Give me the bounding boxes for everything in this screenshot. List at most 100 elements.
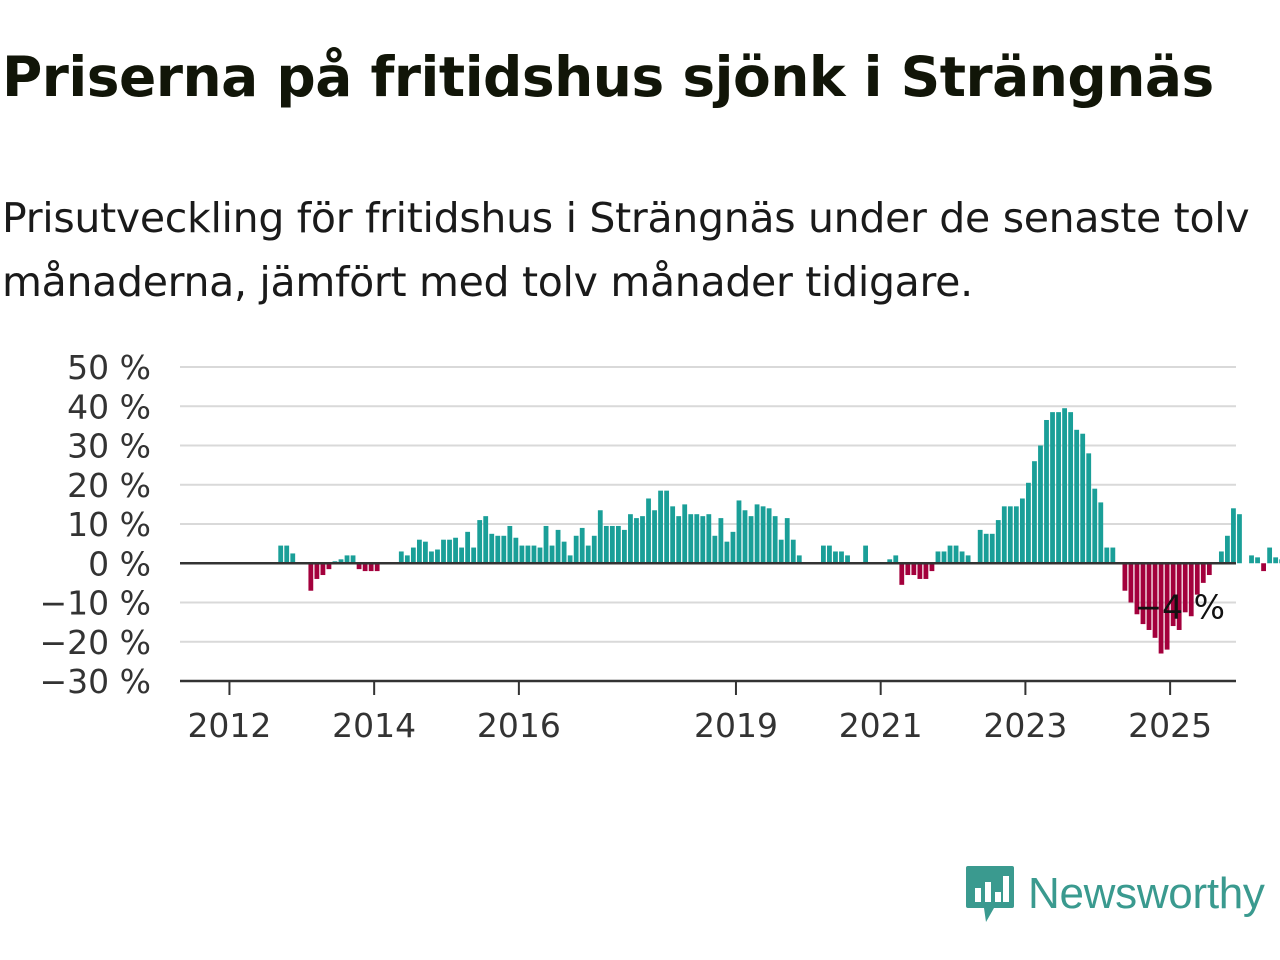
- bar: [965, 555, 971, 564]
- x-tick-label: 2019: [694, 706, 778, 745]
- bar: [471, 547, 477, 564]
- axes: [180, 562, 1236, 695]
- bar-chart: 50 %40 %30 %20 %10 %0 %−10 %−20 %−30 % 2…: [40, 348, 1280, 745]
- bar: [1080, 433, 1086, 564]
- bar: [893, 555, 899, 564]
- bar: [736, 500, 742, 564]
- bar: [760, 506, 766, 564]
- bar: [477, 520, 483, 564]
- bar: [1019, 498, 1025, 564]
- bar: [784, 518, 790, 564]
- bar: [495, 535, 501, 564]
- bar: [513, 537, 519, 564]
- bar: [664, 490, 670, 564]
- bar: [863, 545, 868, 564]
- bar: [1176, 563, 1182, 630]
- bar: [977, 529, 983, 564]
- bar: [959, 551, 965, 564]
- bar: [754, 504, 760, 564]
- bar: [597, 510, 603, 564]
- bar: [579, 527, 585, 564]
- bar: [1086, 453, 1092, 564]
- bar: [1261, 563, 1266, 572]
- bar: [742, 510, 748, 564]
- bar: [905, 563, 911, 576]
- bar: [410, 547, 416, 564]
- brand-name: Newsworthy: [1028, 869, 1265, 918]
- x-tick-label: 2025: [1128, 706, 1212, 745]
- bar: [989, 533, 995, 564]
- newsworthy-bar-chart-icon: [966, 866, 1014, 922]
- bar: [531, 545, 537, 564]
- bar: [983, 533, 989, 564]
- chart-title: Priserna på fritidshus sjönk i Strängnäs: [2, 45, 1214, 109]
- bar: [308, 563, 314, 591]
- bar: [398, 551, 404, 564]
- bar: [441, 539, 446, 564]
- bar: [525, 545, 531, 564]
- bar: [537, 547, 543, 564]
- bar: [1188, 563, 1194, 617]
- bar: [320, 563, 326, 576]
- bar: [615, 525, 621, 564]
- bar: [1218, 551, 1224, 564]
- y-tick-label: 0 %: [88, 544, 151, 583]
- bar: [628, 514, 633, 564]
- bar: [507, 525, 513, 564]
- bar: [1122, 563, 1128, 591]
- bar: [1092, 488, 1098, 564]
- bar: [585, 545, 591, 564]
- bar: [1140, 563, 1146, 625]
- bar: [1128, 563, 1134, 603]
- y-tick-label: −20 %: [40, 623, 152, 662]
- bar: [748, 516, 754, 564]
- bar: [634, 518, 639, 564]
- bar: [1098, 502, 1104, 564]
- bar: [344, 555, 350, 564]
- bar: [899, 563, 905, 585]
- bar: [1146, 563, 1152, 630]
- bar: [1164, 563, 1170, 650]
- bar: [549, 545, 555, 564]
- bar: [935, 551, 941, 564]
- bar: [1001, 506, 1007, 564]
- bar: [543, 525, 549, 564]
- bar: [1032, 461, 1037, 564]
- bar: [290, 553, 296, 564]
- bar: [489, 533, 495, 564]
- bar: [1044, 419, 1049, 564]
- bar: [1200, 563, 1206, 583]
- bar: [447, 539, 452, 564]
- bar: [284, 545, 290, 564]
- bar: [362, 563, 368, 572]
- bar: [326, 563, 332, 570]
- bar: [670, 506, 676, 564]
- y-tick-label: 10 %: [67, 505, 151, 544]
- bar: [911, 563, 917, 576]
- bar: [1170, 563, 1176, 627]
- bar: [688, 514, 694, 564]
- bar: [790, 539, 796, 564]
- bar: [1249, 555, 1254, 564]
- bar: [338, 559, 344, 564]
- bar: [1231, 508, 1236, 564]
- bar: [609, 525, 615, 564]
- x-tick-label: 2012: [187, 706, 271, 745]
- bar: [1194, 563, 1200, 595]
- bar: [1013, 506, 1019, 564]
- bar: [1206, 563, 1212, 576]
- bar: [561, 541, 567, 564]
- x-tick-label: 2023: [983, 706, 1067, 745]
- y-tick-label: 50 %: [67, 348, 151, 387]
- bar: [1273, 557, 1279, 564]
- x-tick-label: 2021: [839, 706, 923, 745]
- bar: [1038, 445, 1043, 564]
- bar: [1237, 514, 1242, 564]
- bar: [772, 516, 778, 564]
- bar: [917, 563, 923, 579]
- bar: [995, 520, 1001, 564]
- newsworthy-logo: Newsworthy: [964, 864, 1265, 924]
- bar: [501, 535, 507, 564]
- bar: [1134, 563, 1140, 615]
- bar: [1007, 506, 1013, 564]
